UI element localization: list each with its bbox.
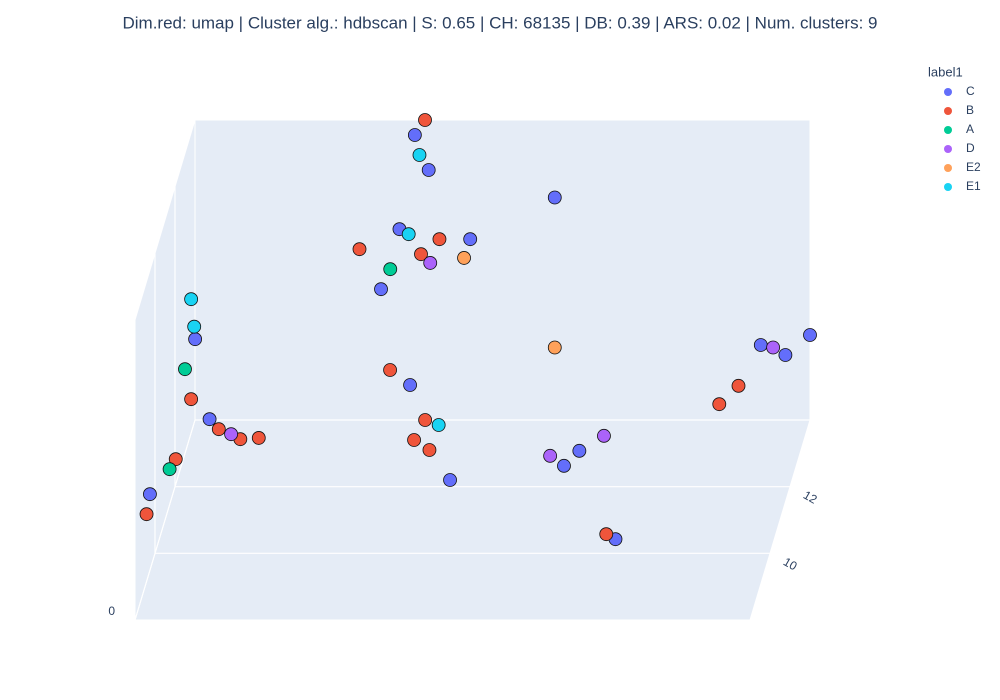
point [401, 227, 416, 242]
point [407, 433, 421, 447]
point [383, 262, 398, 277]
legend-label: D [966, 141, 975, 155]
point [374, 282, 388, 297]
point [403, 378, 417, 392]
point [184, 392, 199, 407]
legend-marker [944, 107, 952, 115]
point [572, 443, 587, 458]
point [443, 473, 457, 487]
scene-grid: 10 12 0 [108, 186, 820, 621]
chart-title: Dim.red: umap | Cluster alg.: hdbscan | … [122, 13, 877, 32]
legend-marker [944, 145, 952, 153]
point [543, 448, 558, 463]
legend-label: E2 [966, 160, 981, 174]
point [188, 332, 203, 347]
point [731, 378, 746, 393]
point [251, 431, 266, 445]
point [178, 362, 192, 377]
legend-marker [944, 126, 952, 134]
legend-label: A [966, 122, 974, 136]
point [352, 242, 367, 257]
point [803, 328, 817, 342]
point [766, 340, 780, 355]
point [599, 527, 614, 542]
point [211, 422, 226, 437]
grid-line [134, 419, 196, 621]
z-tick-label: 0 [108, 604, 115, 618]
legend-label: B [966, 103, 974, 117]
point [457, 251, 471, 265]
point [753, 338, 768, 352]
point [224, 427, 239, 442]
y-tick-label: 10 [781, 555, 800, 574]
point [547, 190, 562, 205]
legend-label: C [966, 84, 975, 98]
point [778, 348, 793, 362]
point [412, 148, 427, 162]
point [383, 363, 397, 377]
point [184, 292, 199, 307]
point [431, 418, 446, 432]
point [187, 319, 202, 334]
point [418, 413, 433, 427]
point [162, 462, 177, 477]
point [143, 487, 157, 502]
point [463, 232, 478, 247]
legend-title: label1 [928, 64, 963, 79]
legend-label: E1 [966, 179, 981, 193]
point [139, 507, 154, 522]
point [422, 443, 437, 457]
point [432, 232, 447, 247]
point [423, 256, 438, 270]
point [597, 428, 611, 443]
legend-marker [944, 183, 952, 191]
point [547, 340, 562, 355]
point [407, 128, 422, 142]
floor [134, 419, 811, 621]
point [168, 452, 183, 467]
point [202, 412, 217, 427]
y-tick-label: 12 [801, 488, 820, 507]
point [414, 247, 428, 262]
scene-points [139, 113, 817, 547]
legend-marker [944, 164, 952, 172]
back-wall [194, 119, 811, 421]
point [418, 113, 432, 127]
scene-walls [134, 119, 811, 621]
legend-marker [944, 88, 952, 96]
point [421, 163, 436, 177]
point [557, 458, 571, 473]
point [712, 397, 727, 412]
